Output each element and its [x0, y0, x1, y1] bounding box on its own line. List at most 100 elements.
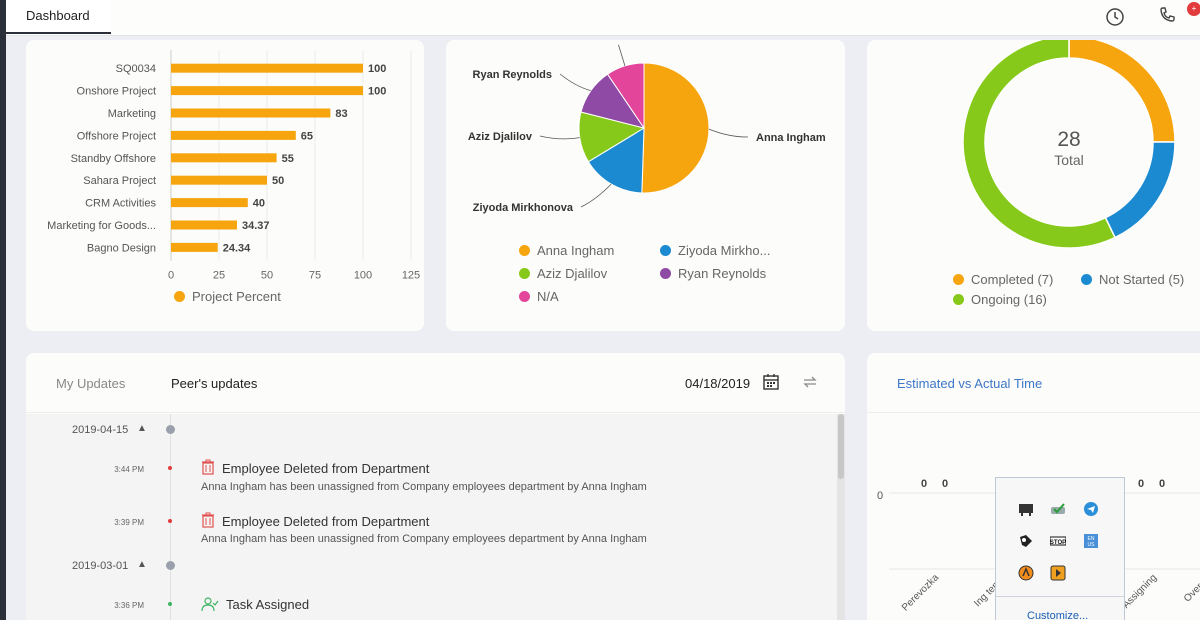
customize-link[interactable]: Customize... [1027, 610, 1089, 620]
bar[interactable] [171, 63, 363, 73]
x-tick-label: 100 [354, 270, 372, 282]
telegram-icon[interactable] [1083, 501, 1099, 517]
system-tray-popup: STOP EN US Customize... [995, 477, 1125, 620]
bar-value-label: 40 [253, 198, 265, 210]
timeline-node [166, 425, 175, 434]
bar[interactable] [171, 220, 237, 230]
stop-icon[interactable]: STOP [1050, 533, 1066, 549]
updates-header: My Updates Peer's updates 04/18/2019 [26, 353, 845, 413]
pie-connector [618, 44, 626, 66]
bar-value-label: 83 [335, 108, 347, 120]
bar-value-label: 0 [942, 478, 948, 490]
legend-ongoing[interactable]: Ongoing (16) [953, 292, 1047, 307]
legend-ziyoda[interactable]: Ziyoda Mirkho... [660, 243, 770, 258]
donut-segment[interactable] [962, 35, 1116, 249]
pie-slice[interactable] [587, 127, 645, 194]
event-dot [168, 602, 172, 606]
estimated-header: Estimated vs Actual Time [867, 353, 1200, 413]
bar-value-label: 100 [368, 63, 386, 75]
clock-icon[interactable] [1104, 4, 1126, 26]
avast-icon[interactable] [1018, 565, 1034, 581]
legend-label: Ziyoda Mirkho... [678, 243, 771, 258]
security-icon[interactable] [1018, 533, 1034, 549]
donut-segment[interactable] [1068, 35, 1176, 143]
bar-value-label: 34.37 [242, 220, 270, 232]
x-tick-label: Assigning [1121, 572, 1159, 610]
legend-swatch [953, 294, 964, 305]
task-status-card: 28 Total Completed (7) Not Started (5) On… [867, 35, 1200, 331]
legend-label: Anna Ingham [537, 243, 615, 258]
event-title: Task Assigned [226, 597, 310, 612]
tab-my-updates[interactable]: My Updates [56, 376, 126, 391]
bar[interactable] [171, 130, 296, 140]
y-tick-label: Bagno Design [87, 242, 156, 254]
assignee-pie-card: Anna Ingham Ziyoda Mirkhonova Aziz Djalilo… [446, 40, 845, 331]
legend-not-started[interactable]: Not Started (5) [1081, 272, 1184, 287]
bar[interactable] [171, 86, 363, 96]
assignee-pie-chart: Anna Ingham Ziyoda Mirkhonova Aziz Djalilo… [468, 44, 826, 214]
estimated-title[interactable]: Estimated vs Actual Time [897, 376, 1043, 391]
event-title: Employee Deleted from Department [222, 514, 430, 529]
tab-peers-updates[interactable]: Peer's updates [171, 376, 258, 391]
y-tick-label: Sahara Project [83, 175, 156, 187]
y-tick-label: Marketing for Goods... [47, 220, 156, 232]
pie-slice[interactable] [641, 62, 710, 194]
legend-na[interactable]: N/A [519, 289, 559, 304]
pie-label: Aziz Djalilov [468, 131, 533, 143]
updates-card: My Updates Peer's updates 04/18/2019 201… [26, 353, 845, 620]
bar[interactable] [171, 175, 267, 185]
legend-swatch [1081, 274, 1092, 285]
legend-ryan[interactable]: Ryan Reynolds [660, 266, 766, 281]
donut-total-value: 28 [1057, 128, 1080, 151]
left-sidebar-edge [0, 0, 6, 620]
timeline-scrollbar[interactable] [837, 414, 845, 620]
updates-timeline: 2019-04-15 ▲ 3:44 PM Employee Deleted fr… [26, 414, 845, 620]
collapse-chevron-icon[interactable]: ▲ [137, 423, 147, 434]
legend-anna[interactable]: Anna Ingham [519, 243, 614, 258]
x-tick-label: 125 [402, 270, 420, 282]
event-description: Anna Ingham has been unassigned from Com… [201, 533, 647, 545]
collapse-chevron-icon[interactable]: ▲ [137, 559, 147, 570]
legend-project-percent[interactable]: Project Percent [174, 289, 281, 304]
bar[interactable] [171, 242, 218, 252]
bar[interactable] [171, 153, 277, 163]
bar-value-label: 100 [368, 86, 386, 98]
tab-dashboard[interactable]: Dashboard [6, 0, 111, 34]
donut-total-label: Total [1054, 152, 1084, 168]
timeline-node [166, 561, 175, 570]
x-tick-label: Over Pr [1182, 572, 1200, 605]
check-icon[interactable] [1050, 501, 1066, 517]
media-icon[interactable] [1050, 565, 1066, 581]
pie-connector [580, 183, 612, 208]
event-time: 3:36 PM [114, 601, 144, 610]
legend-label: Not Started (5) [1099, 272, 1185, 287]
svg-text:STOP: STOP [1050, 540, 1066, 546]
bar[interactable] [171, 108, 331, 118]
notification-badge[interactable]: + [1187, 2, 1200, 16]
legend-swatch [953, 274, 964, 285]
donut-segment[interactable] [1104, 141, 1176, 239]
legend-label: Completed (7) [971, 272, 1054, 287]
y-tick-label: Offshore Project [77, 130, 156, 142]
refresh-icon[interactable] [801, 373, 819, 391]
x-tick-label: 50 [261, 270, 273, 282]
phone-icon[interactable] [1156, 4, 1178, 26]
legend-label: Project Percent [192, 289, 281, 304]
bar-value-label: 55 [282, 153, 294, 165]
pie-connector [539, 135, 580, 140]
date-field[interactable]: 04/18/2019 [685, 376, 751, 391]
event-description: Anna Ingham has been unassigned from Com… [201, 481, 647, 493]
svg-text:EN: EN [1088, 536, 1095, 542]
scrollbar-thumb[interactable] [838, 414, 844, 479]
network-icon[interactable] [1018, 501, 1034, 517]
calendar-icon[interactable] [762, 373, 780, 391]
pie-slice[interactable] [606, 62, 645, 130]
legend-swatch [660, 268, 671, 279]
legend-completed[interactable]: Completed (7) [953, 272, 1053, 287]
timeline-line [170, 414, 171, 620]
legend-aziz[interactable]: Aziz Djalilov [519, 266, 607, 281]
y-tick-label: Onshore Project [77, 86, 156, 98]
bar[interactable] [171, 198, 248, 208]
